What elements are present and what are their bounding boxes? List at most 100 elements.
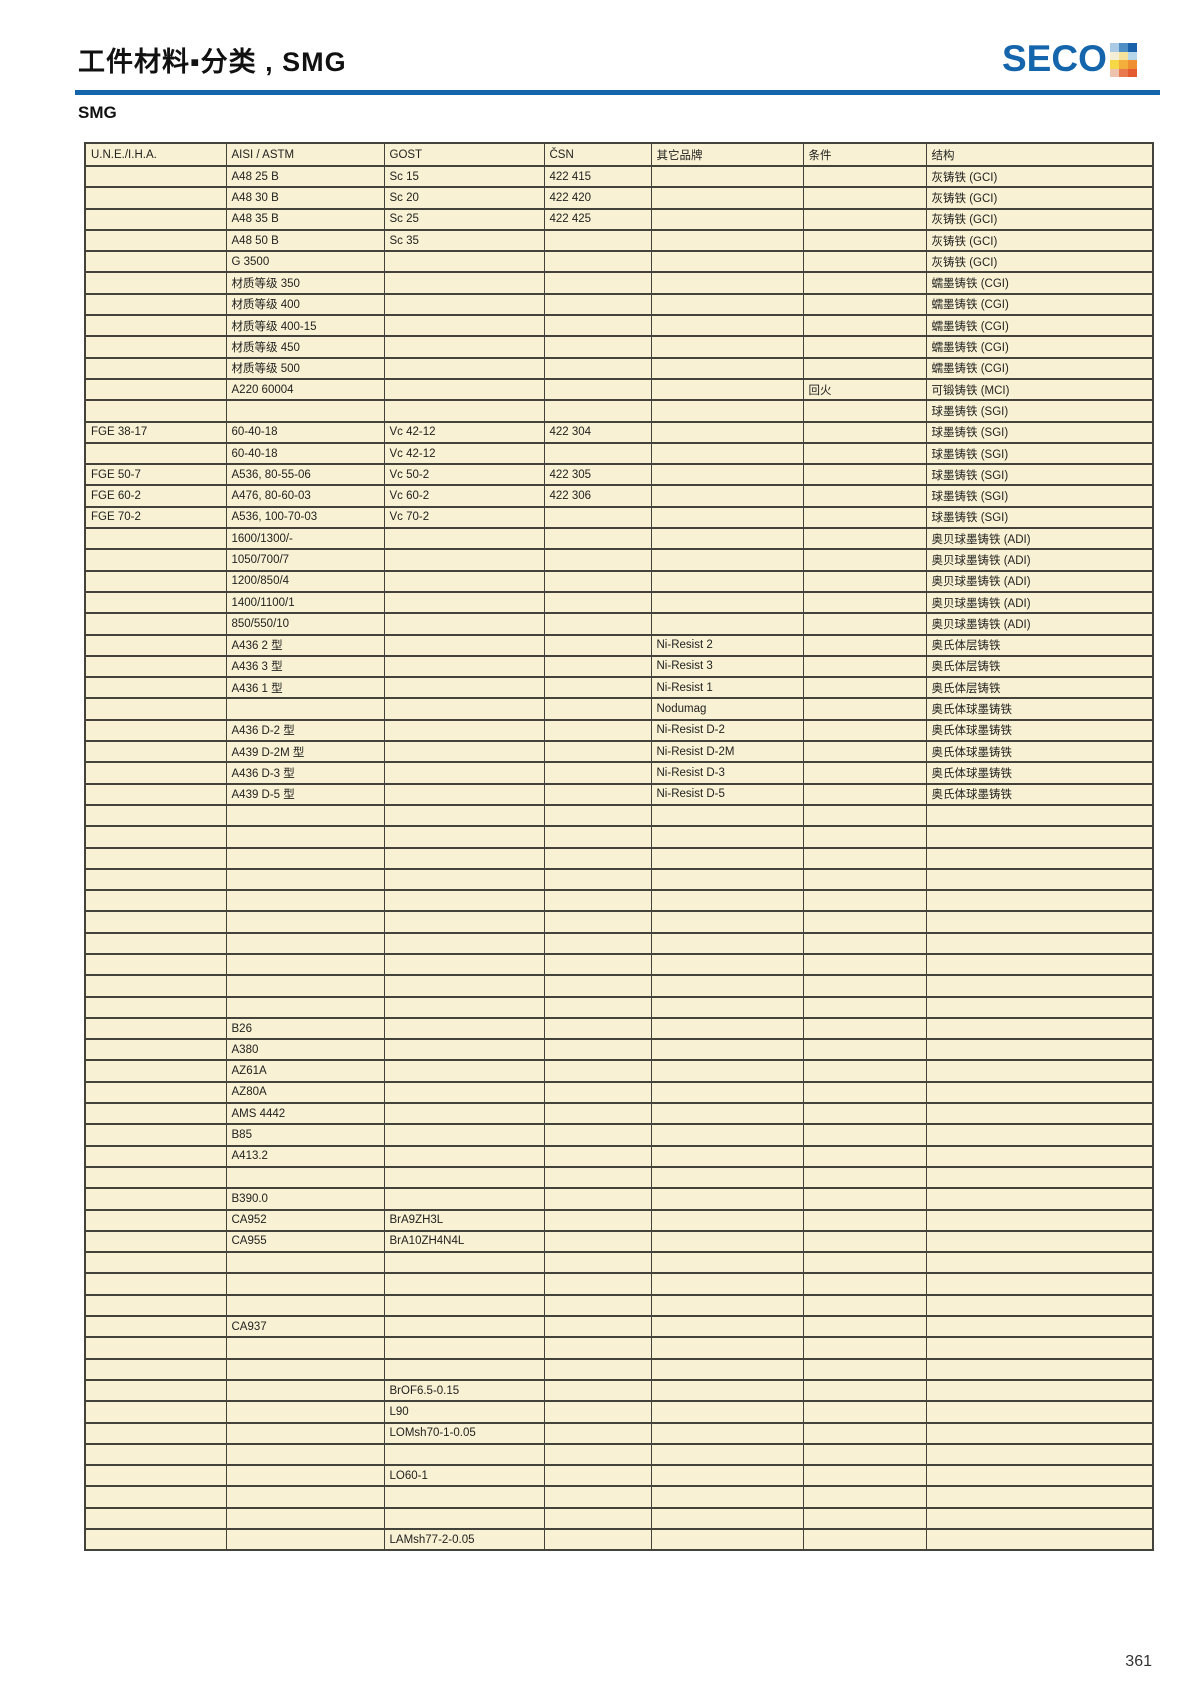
table-cell-other <box>650 1527 803 1551</box>
table-row <box>84 995 1153 1018</box>
table-cell-struct <box>925 1187 1153 1210</box>
table-cell-csn <box>543 527 651 550</box>
table-cell-struct <box>925 931 1153 954</box>
table-cell-struct <box>925 1293 1153 1317</box>
table-cell-cond <box>802 207 926 230</box>
table-cell-csn <box>543 1123 651 1146</box>
table-cell-aisi: CA952 <box>225 1208 384 1231</box>
table-row <box>84 1165 1153 1189</box>
table-row: 60-40-18 Vc 42-12 球墨铸铁 (SGI) <box>84 441 1153 465</box>
table-row: 材质等级 450 蠕墨铸铁 (CGI) <box>84 335 1153 358</box>
table-cell-une <box>84 846 226 869</box>
table-cell-gost <box>383 292 544 316</box>
table-row: 1600/1300/- 奥贝球墨铸铁 (ADI) <box>84 527 1153 550</box>
table-cell-une <box>84 1165 226 1189</box>
table-cell-une <box>84 1464 226 1487</box>
table-cell-struct: 奥贝球墨铸铁 (ADI) <box>925 569 1153 592</box>
table-cell-cond <box>802 164 926 188</box>
table-row <box>84 931 1153 954</box>
table-cell-struct <box>925 1251 1153 1274</box>
table-cell-aisi: 材质等级 350 <box>225 271 384 294</box>
table-cell-struct <box>925 952 1153 976</box>
table-cell-other <box>650 825 803 848</box>
table-cell-cond <box>802 974 926 997</box>
table-cell-une <box>84 612 226 635</box>
table-cell-gost: Vc 60-2 <box>383 484 544 507</box>
table-cell-une <box>84 718 226 742</box>
table-row: 1050/700/7 奥贝球墨铸铁 (ADI) <box>84 548 1153 571</box>
table-cell-csn <box>543 1059 651 1082</box>
table-cell-aisi <box>225 846 384 869</box>
table-cell-gost <box>383 250 544 273</box>
table-cell-csn <box>543 399 651 422</box>
table-cell-csn: 422 415 <box>543 164 651 188</box>
table-cell-aisi: 60-40-18 <box>225 420 384 443</box>
logo-grid-cell <box>1127 51 1137 60</box>
table-cell-une <box>84 803 226 827</box>
table-cell-cond <box>802 356 926 379</box>
table-cell-other <box>650 1251 803 1274</box>
table-cell-other <box>650 1272 803 1295</box>
table-cell-struct <box>925 1421 1153 1444</box>
table-cell-aisi: A48 35 B <box>225 207 384 230</box>
table-cell-gost <box>383 1123 544 1146</box>
table-cell-cond <box>802 569 926 592</box>
table-cell-other <box>650 484 803 507</box>
table-cell-gost: Sc 25 <box>383 207 544 230</box>
table-cell-une: FGE 60-2 <box>84 484 226 507</box>
table-row <box>84 803 1153 827</box>
table-cell-une <box>84 952 226 976</box>
table-cell-other: Ni-Resist D-2 <box>650 718 803 742</box>
table-row: BrOF6.5-0.15 <box>84 1378 1153 1402</box>
table-cell-aisi: 材质等级 400 <box>225 292 384 316</box>
table-cell-gost <box>383 697 544 720</box>
table-cell-une <box>84 676 226 699</box>
table-cell-struct <box>925 910 1153 933</box>
table-cell-une <box>84 590 226 614</box>
table-cell-other <box>650 1442 803 1466</box>
table-cell-other <box>650 1102 803 1125</box>
table-cell-csn <box>543 335 651 358</box>
table-cell-gost <box>383 846 544 869</box>
table-cell-cond <box>802 527 926 550</box>
table-cell-other <box>650 931 803 954</box>
table-cell-aisi: A436 1 型 <box>225 676 384 699</box>
logo-grid-cell <box>1118 51 1128 60</box>
header-divider <box>75 90 1160 95</box>
table-cell-cond <box>802 1229 926 1253</box>
table-cell-cond <box>802 1272 926 1295</box>
table-cell-other <box>650 186 803 209</box>
table-cell-une <box>84 314 226 337</box>
table-cell-csn <box>543 271 651 294</box>
table-cell-aisi: 1050/700/7 <box>225 548 384 571</box>
table-cell-other <box>650 441 803 465</box>
table-cell-csn <box>543 974 651 997</box>
table-cell-gost <box>383 1485 544 1508</box>
table-cell-aisi <box>225 995 384 1018</box>
table-cell-struct <box>925 1165 1153 1189</box>
table-cell-une <box>84 931 226 954</box>
table-cell-struct: 灰铸铁 (GCI) <box>925 250 1153 273</box>
table-cell-aisi <box>225 1336 384 1359</box>
table-row: LOMsh70-1-0.05 <box>84 1421 1153 1444</box>
table-cell-other <box>650 271 803 294</box>
table-cell-csn <box>543 1165 651 1189</box>
table-cell-struct <box>925 846 1153 869</box>
table-row: A220 60004 回火 可锻铸铁 (MCI) <box>84 377 1153 401</box>
table-cell-other <box>650 1038 803 1061</box>
table-cell-aisi <box>225 1272 384 1295</box>
table-cell-struct: 蠕墨铸铁 (CGI) <box>925 271 1153 294</box>
table-cell-cond <box>802 292 926 316</box>
table-cell-cond <box>802 505 926 529</box>
table-cell-struct <box>925 1442 1153 1466</box>
table-cell-aisi: A536, 80-55-06 <box>225 463 384 486</box>
table-cell-csn <box>543 1293 651 1317</box>
table-row: AMS 4442 <box>84 1102 1153 1125</box>
table-cell-une <box>84 1208 226 1231</box>
seco-logo-color-grid-icon <box>1109 43 1137 77</box>
table-cell-csn: 422 305 <box>543 463 651 486</box>
table-cell-cond <box>802 782 926 805</box>
table-cell-gost: Sc 15 <box>383 164 544 188</box>
table-cell-csn <box>543 250 651 273</box>
table-cell-csn: 422 425 <box>543 207 651 230</box>
